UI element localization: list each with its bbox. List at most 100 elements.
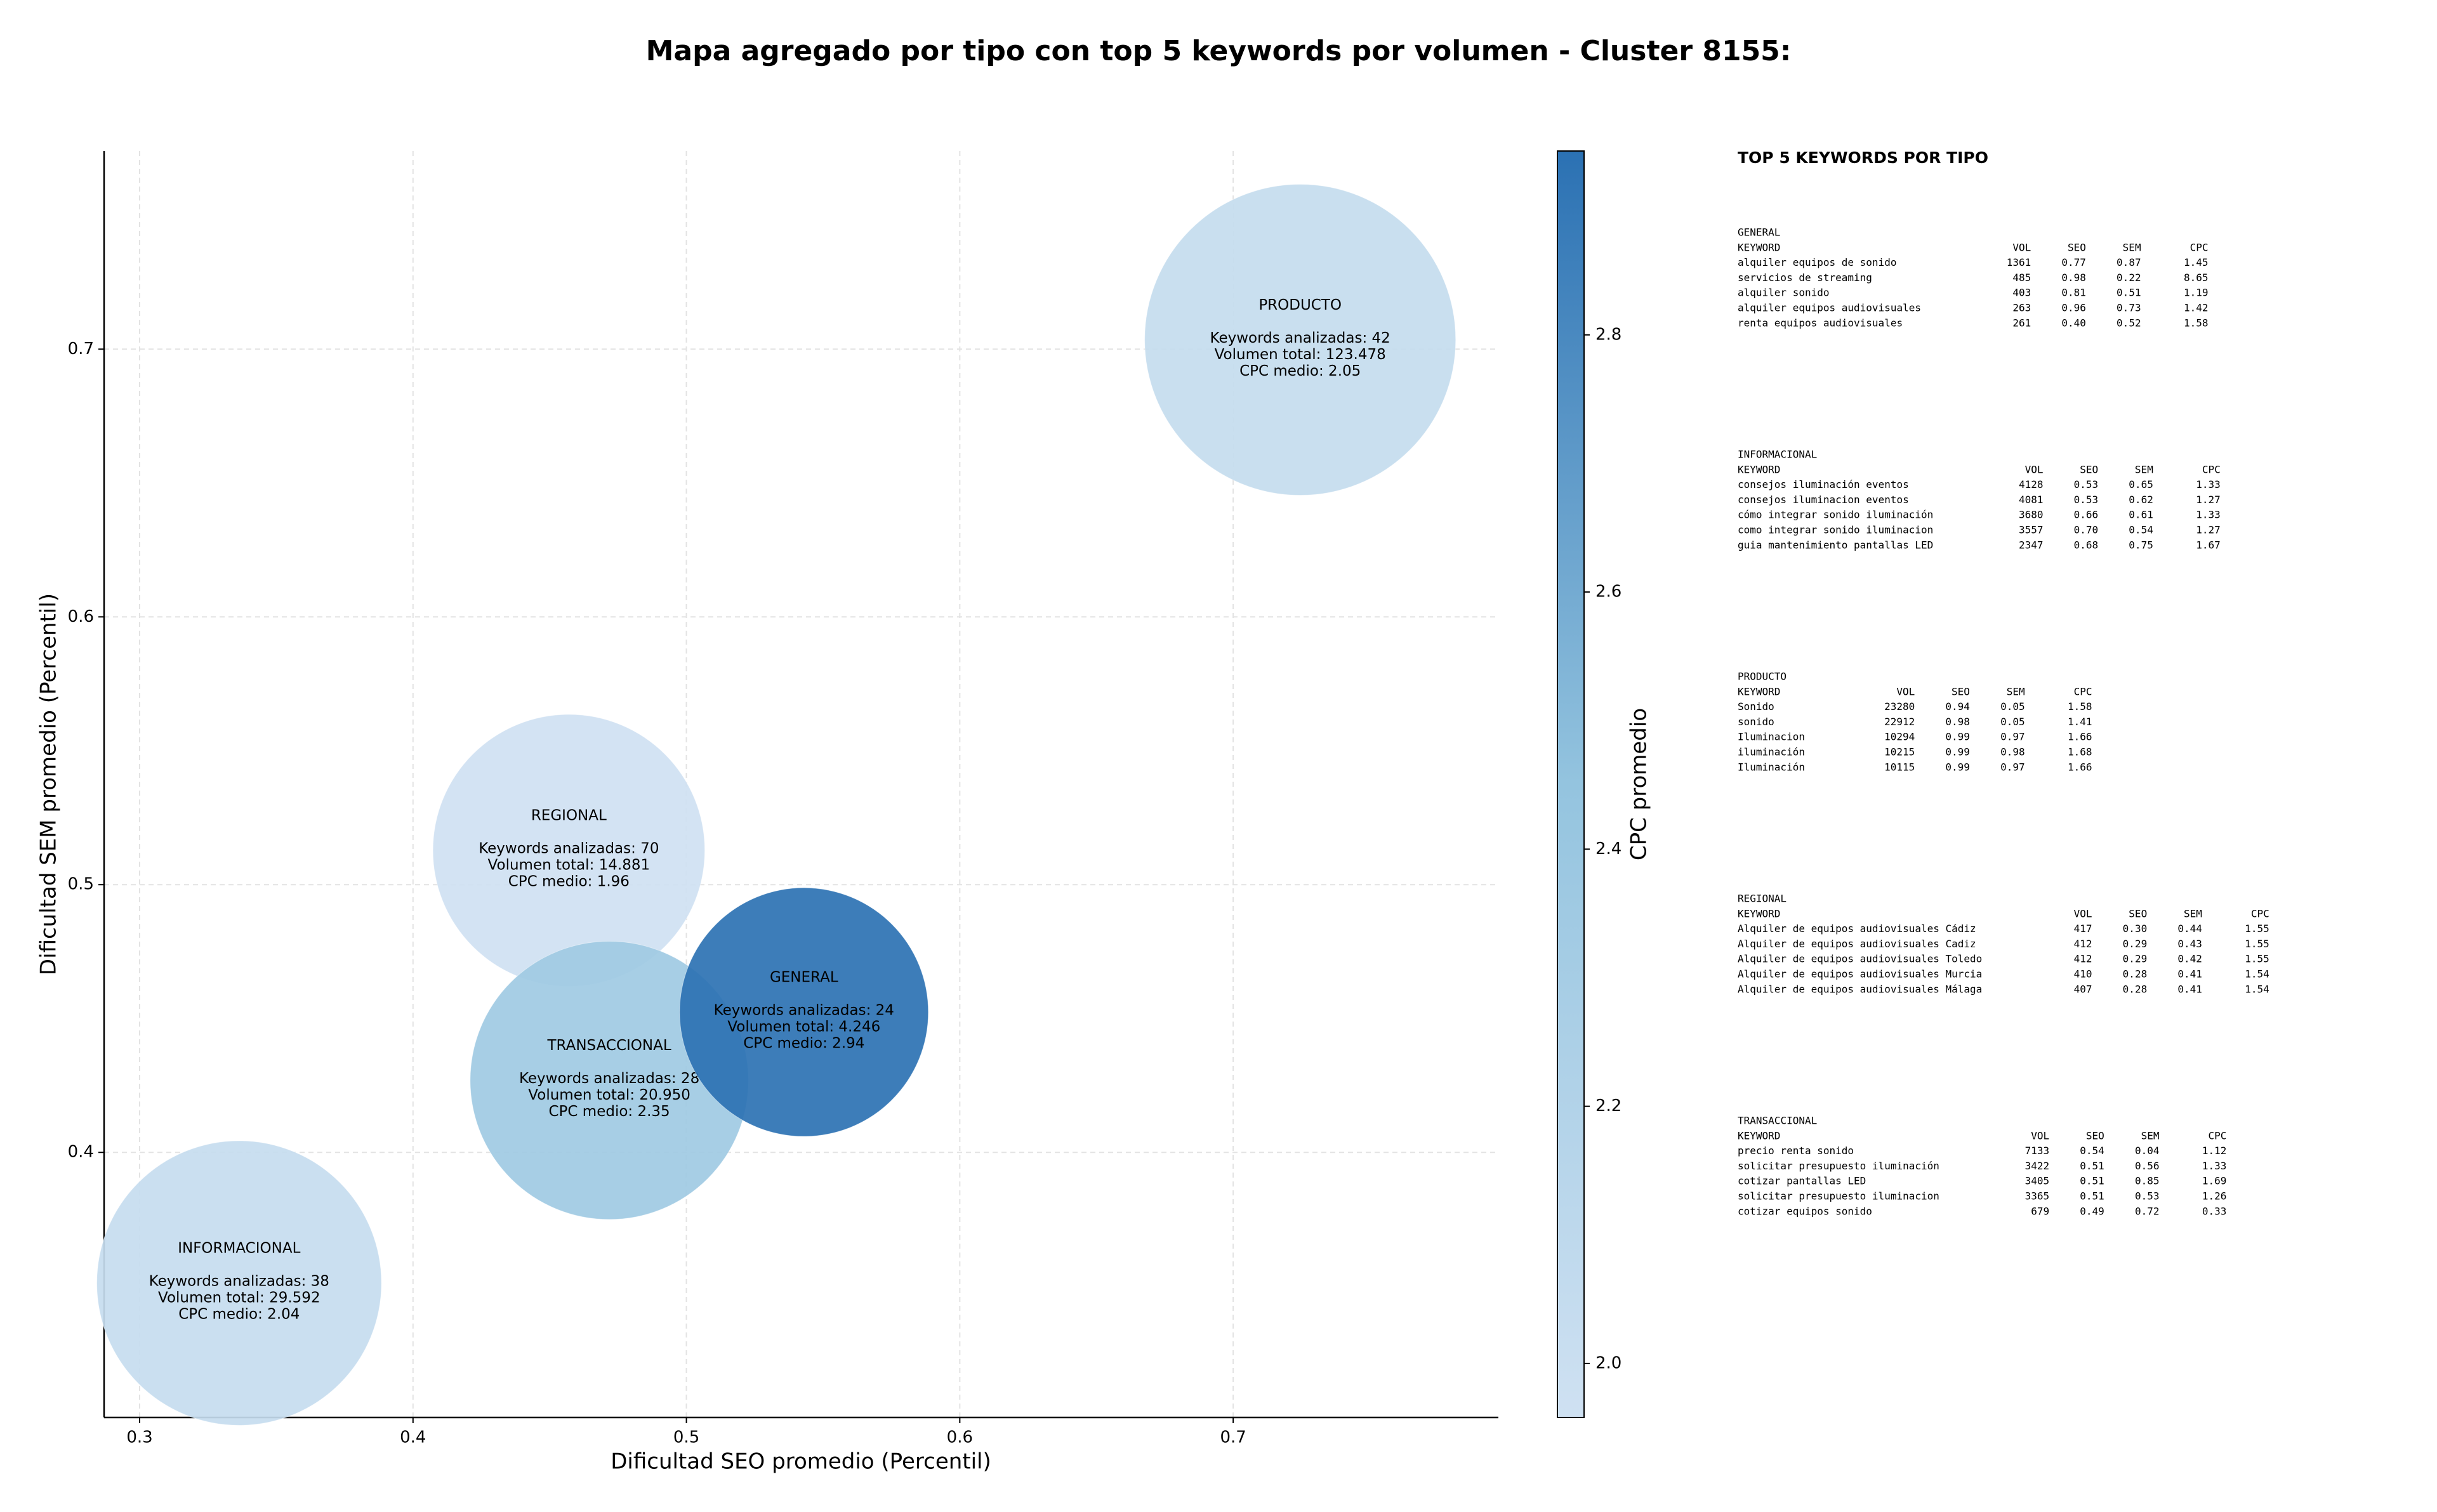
keyword-cell: Iluminación [1738, 761, 1805, 773]
value-cell: 1.45 [2184, 256, 2209, 268]
keyword-cell: Sonido [1738, 700, 1774, 713]
value-cell: 1.19 [2184, 287, 2209, 299]
value-cell: 0.99 [1945, 746, 1970, 758]
value-cell: 2347 [2019, 539, 2044, 551]
value-cell: 0.87 [2117, 256, 2141, 268]
value-cell: SEO [1952, 685, 1970, 697]
value-cell: CPC [2208, 1129, 2226, 1141]
value-cell: 0.51 [2080, 1190, 2104, 1202]
section-name: GENERAL [1738, 227, 1780, 239]
value-cell: 10294 [1884, 731, 1915, 743]
bubble [1144, 183, 1456, 496]
value-cell: 0.28 [2123, 968, 2148, 980]
value-cell: 3680 [2019, 509, 2044, 521]
bubble-name: PRODUCTO [1258, 297, 1342, 313]
keyword-cell: alquiler equipos de sonido [1738, 256, 1896, 268]
value-cell: 0.94 [1945, 700, 1970, 713]
x-tick-label: 0.3 [126, 1428, 152, 1447]
value-cell: 23280 [1884, 700, 1915, 713]
value-cell: 1.41 [2068, 716, 2092, 728]
value-cell: 0.04 [2135, 1145, 2160, 1157]
value-cell: SEO [2080, 463, 2098, 475]
value-cell: 0.75 [2129, 539, 2153, 551]
value-cell: 0.61 [2129, 509, 2153, 521]
value-cell: 0.99 [1945, 761, 1970, 773]
value-cell: 0.28 [2123, 983, 2148, 995]
value-cell: VOL [2031, 1129, 2049, 1141]
keyword-cell: KEYWORD [1738, 1129, 1780, 1141]
keyword-cell: guia mantenimiento pantallas LED [1738, 539, 1933, 551]
value-cell: 4128 [2019, 478, 2044, 490]
value-cell: 0.98 [2061, 272, 2086, 284]
keyword-cell: alquiler sonido [1738, 287, 1830, 299]
value-cell: 679 [2031, 1205, 2049, 1217]
value-cell: 0.85 [2135, 1175, 2160, 1187]
bubble-name: TRANSACCIONAL [547, 1037, 671, 1054]
value-cell: 0.96 [2061, 302, 2086, 314]
value-cell: 1.66 [2068, 731, 2092, 743]
value-cell: 3365 [2025, 1190, 2050, 1202]
value-cell: 1.54 [2245, 983, 2269, 995]
keyword-cell: cómo integrar sonido iluminación [1738, 509, 1933, 521]
value-cell: 0.41 [2177, 983, 2202, 995]
keyword-cell: Alquiler de equipos audiovisuales Toledo [1738, 953, 1982, 965]
value-cell: 0.30 [2123, 923, 2148, 935]
value-cell: 412 [2074, 953, 2092, 965]
bubble-annotation: Keywords analizadas: 70 [479, 841, 659, 857]
keyword-cell: KEYWORD [1738, 907, 1780, 919]
value-cell: 1361 [2007, 256, 2031, 268]
keyword-cell: consejos iluminación eventos [1738, 478, 1909, 490]
value-cell: 0.51 [2080, 1175, 2104, 1187]
value-cell: 261 [2012, 317, 2031, 329]
value-cell: 0.51 [2080, 1160, 2104, 1172]
value-cell: 0.98 [1945, 716, 1970, 728]
value-cell: VOL [2025, 463, 2044, 475]
keyword-cell: KEYWORD [1738, 463, 1780, 475]
value-cell: 0.54 [2080, 1145, 2104, 1157]
value-cell: 1.69 [2202, 1175, 2227, 1187]
bubble-annotation: CPC medio: 2.35 [548, 1103, 670, 1120]
keyword-cell: KEYWORD [1738, 241, 1780, 253]
y-tick-label: 0.7 [68, 339, 94, 358]
keyword-cell: Alquiler de equipos audiovisuales Cadiz [1738, 938, 1976, 950]
value-cell: VOL [2012, 241, 2031, 253]
bubble [96, 1140, 382, 1426]
bubble-name: INFORMACIONAL [178, 1240, 300, 1257]
bubble-annotation: CPC medio: 1.96 [508, 874, 630, 890]
value-cell: SEM [2135, 463, 2153, 475]
value-cell: CPC [2190, 241, 2209, 253]
value-cell: 1.33 [2196, 478, 2221, 490]
section-name: PRODUCTO [1738, 671, 1786, 683]
value-cell: 3422 [2025, 1160, 2050, 1172]
value-cell: 1.55 [2245, 953, 2269, 965]
colorbar-tick-label: 2.2 [1595, 1096, 1621, 1115]
value-cell: 0.29 [2123, 938, 2148, 950]
bubble-name: GENERAL [770, 970, 838, 986]
y-axis-label: Dificultad SEM promedio (Percentil) [36, 593, 62, 975]
bubble-annotation: Volumen total: 123.478 [1215, 346, 1386, 363]
keyword-cell: renta equipos audiovisuales [1738, 317, 1903, 329]
value-cell: CPC [2202, 463, 2221, 475]
value-cell: 0.56 [2135, 1160, 2160, 1172]
value-cell: 485 [2012, 272, 2031, 284]
bubble [679, 887, 929, 1137]
value-cell: 1.66 [2068, 761, 2092, 773]
value-cell: 22912 [1884, 716, 1915, 728]
keyword-cell: Iluminacion [1738, 731, 1805, 743]
bubble-annotation: Volumen total: 14.881 [488, 857, 651, 874]
section-name: TRANSACCIONAL [1738, 1115, 1817, 1127]
value-cell: 0.72 [2135, 1205, 2160, 1217]
x-axis-label: Dificultad SEO promedio (Percentil) [611, 1449, 991, 1475]
value-cell: 1.27 [2196, 494, 2221, 506]
value-cell: CPC [2251, 907, 2269, 919]
value-cell: SEM [2007, 685, 2025, 697]
keyword-cell: solicitar presupuesto iluminacion [1738, 1190, 1939, 1202]
bubble-name: REGIONAL [531, 808, 607, 824]
value-cell: 0.22 [2117, 272, 2141, 284]
colorbar [1557, 150, 1585, 1418]
value-cell: 410 [2074, 968, 2092, 980]
value-cell: 0.65 [2129, 478, 2153, 490]
bubble-annotation: Keywords analizadas: 38 [149, 1273, 329, 1290]
bubble-annotation: Volumen total: 20.950 [528, 1087, 690, 1103]
